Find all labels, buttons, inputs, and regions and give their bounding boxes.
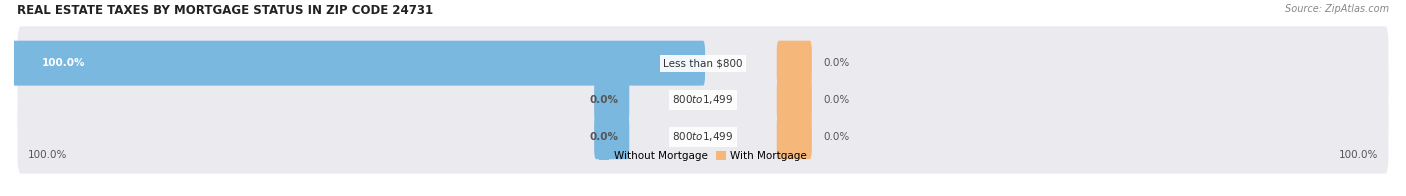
FancyBboxPatch shape: [13, 41, 704, 86]
Text: $800 to $1,499: $800 to $1,499: [672, 93, 734, 106]
Text: Less than $800: Less than $800: [664, 58, 742, 68]
Text: 0.0%: 0.0%: [589, 95, 619, 105]
FancyBboxPatch shape: [776, 114, 811, 159]
Text: $800 to $1,499: $800 to $1,499: [672, 130, 734, 143]
Text: Source: ZipAtlas.com: Source: ZipAtlas.com: [1285, 4, 1389, 14]
FancyBboxPatch shape: [776, 77, 811, 122]
Text: 0.0%: 0.0%: [824, 58, 849, 68]
Text: 0.0%: 0.0%: [824, 132, 849, 142]
FancyBboxPatch shape: [17, 63, 1389, 137]
FancyBboxPatch shape: [595, 77, 630, 122]
FancyBboxPatch shape: [595, 114, 630, 159]
Text: 100.0%: 100.0%: [28, 150, 67, 160]
Text: 0.0%: 0.0%: [824, 95, 849, 105]
Text: REAL ESTATE TAXES BY MORTGAGE STATUS IN ZIP CODE 24731: REAL ESTATE TAXES BY MORTGAGE STATUS IN …: [17, 4, 433, 17]
Text: 0.0%: 0.0%: [589, 132, 619, 142]
Legend: Without Mortgage, With Mortgage: Without Mortgage, With Mortgage: [595, 147, 811, 165]
Text: 100.0%: 100.0%: [42, 58, 86, 68]
FancyBboxPatch shape: [17, 100, 1389, 174]
FancyBboxPatch shape: [776, 41, 811, 86]
FancyBboxPatch shape: [17, 26, 1389, 100]
Text: 100.0%: 100.0%: [1339, 150, 1378, 160]
